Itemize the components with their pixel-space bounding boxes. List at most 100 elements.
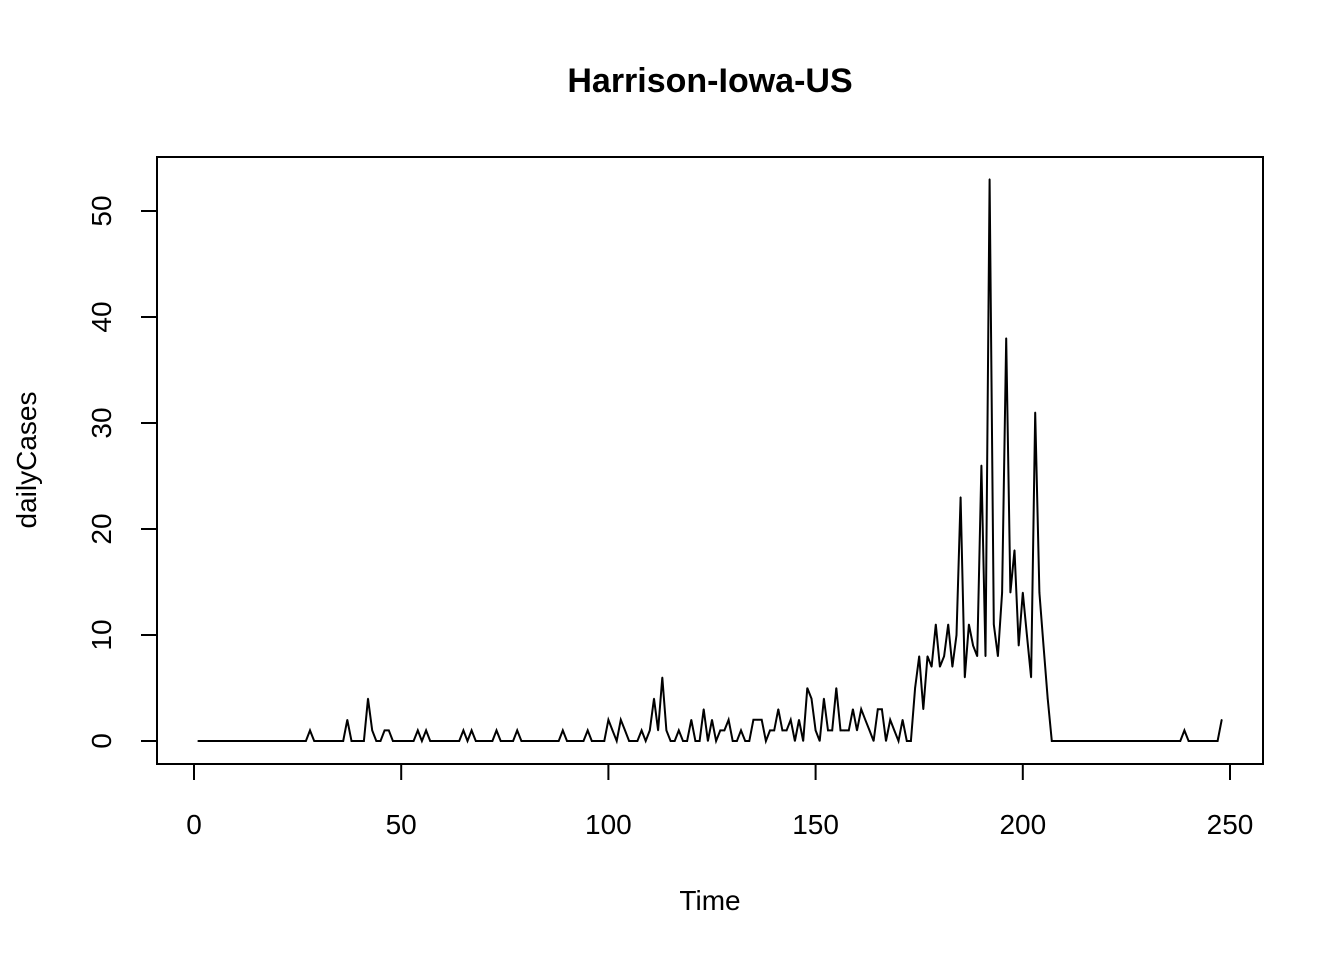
data-point — [350, 740, 353, 742]
data-point — [470, 729, 473, 732]
x-tick-label: 100 — [585, 809, 632, 840]
data-point — [603, 740, 606, 742]
data-point — [968, 623, 970, 626]
data-point — [852, 708, 854, 710]
data-point — [831, 729, 833, 732]
data-point — [885, 740, 887, 742]
data-point — [959, 496, 962, 499]
data-point — [864, 719, 867, 721]
x-axis-label: Time — [679, 885, 740, 916]
data-point — [773, 729, 775, 732]
data-point — [396, 740, 398, 742]
data-point — [860, 708, 862, 710]
data-point — [756, 719, 759, 721]
data-point — [951, 666, 954, 668]
data-points — [197, 178, 1223, 742]
data-point — [520, 740, 523, 742]
data-point — [628, 740, 630, 742]
y-tick-label: 10 — [86, 619, 117, 650]
data-point — [727, 719, 730, 721]
data-point — [1005, 337, 1007, 340]
data-point — [1216, 740, 1219, 742]
data-point — [367, 697, 369, 700]
data-point — [649, 729, 651, 732]
data-point — [843, 729, 846, 732]
data-point — [707, 740, 709, 742]
data-point — [516, 729, 518, 732]
data-point — [810, 697, 813, 700]
data-point — [818, 740, 821, 742]
data-point — [562, 729, 564, 732]
data-point — [781, 729, 784, 732]
data-point — [897, 740, 900, 742]
data-point — [901, 719, 904, 721]
data-point — [922, 708, 925, 710]
data-point — [632, 740, 635, 742]
data-point — [665, 729, 668, 732]
data-point — [678, 729, 680, 732]
data-point — [1001, 591, 1003, 594]
data-point — [620, 719, 622, 721]
data-point — [379, 740, 382, 742]
data-point — [1179, 740, 1182, 742]
data-point — [1026, 634, 1028, 636]
data-point — [955, 634, 958, 636]
data-point — [794, 740, 796, 742]
data-point — [740, 729, 742, 732]
data-point — [466, 740, 469, 742]
x-tick-label: 200 — [999, 809, 1046, 840]
data-point — [711, 719, 713, 721]
data-point — [375, 740, 378, 742]
data-point — [1013, 549, 1016, 551]
data-point — [835, 687, 838, 689]
data-point — [686, 740, 688, 742]
data-point — [993, 623, 995, 626]
data-point — [1220, 719, 1223, 721]
data-point — [640, 729, 643, 732]
data-point — [910, 740, 912, 742]
data-point — [736, 740, 738, 742]
data-point — [458, 740, 461, 742]
data-point — [972, 644, 974, 647]
data-point — [615, 740, 618, 742]
data-point — [1046, 697, 1049, 700]
data-point — [1009, 591, 1012, 594]
x-axis: 0 50 100 150 200 250 — [186, 763, 1254, 840]
data-point — [346, 719, 349, 721]
data-point — [881, 708, 883, 710]
data-point — [769, 729, 771, 732]
data-point — [848, 729, 850, 732]
y-axis-label: dailyCases — [11, 392, 42, 529]
data-point — [363, 740, 365, 742]
data-point — [893, 729, 896, 732]
data-point — [935, 623, 937, 626]
data-point — [313, 740, 316, 742]
data-point — [417, 729, 419, 732]
data-point — [839, 729, 842, 732]
data-point — [827, 729, 829, 732]
data-point — [1183, 729, 1186, 732]
data-point — [702, 708, 705, 710]
data-point — [943, 655, 945, 657]
data-point — [566, 740, 568, 742]
data-point — [694, 740, 697, 742]
data-point — [719, 729, 722, 732]
data-point — [591, 740, 593, 742]
data-point — [765, 740, 767, 742]
data-point — [653, 697, 655, 700]
x-tick-label: 0 — [186, 809, 202, 840]
data-point — [421, 740, 423, 742]
data-point — [607, 719, 610, 721]
data-point — [868, 729, 871, 732]
data-point — [661, 676, 664, 679]
y-tick-label: 50 — [86, 195, 117, 226]
data-point — [814, 729, 817, 732]
plot-frame — [156, 156, 1264, 765]
data-point — [914, 687, 916, 689]
data-point — [785, 729, 788, 732]
data-point — [342, 740, 345, 742]
data-point — [582, 740, 585, 742]
x-tick-label: 250 — [1207, 809, 1254, 840]
data-point — [425, 729, 427, 732]
